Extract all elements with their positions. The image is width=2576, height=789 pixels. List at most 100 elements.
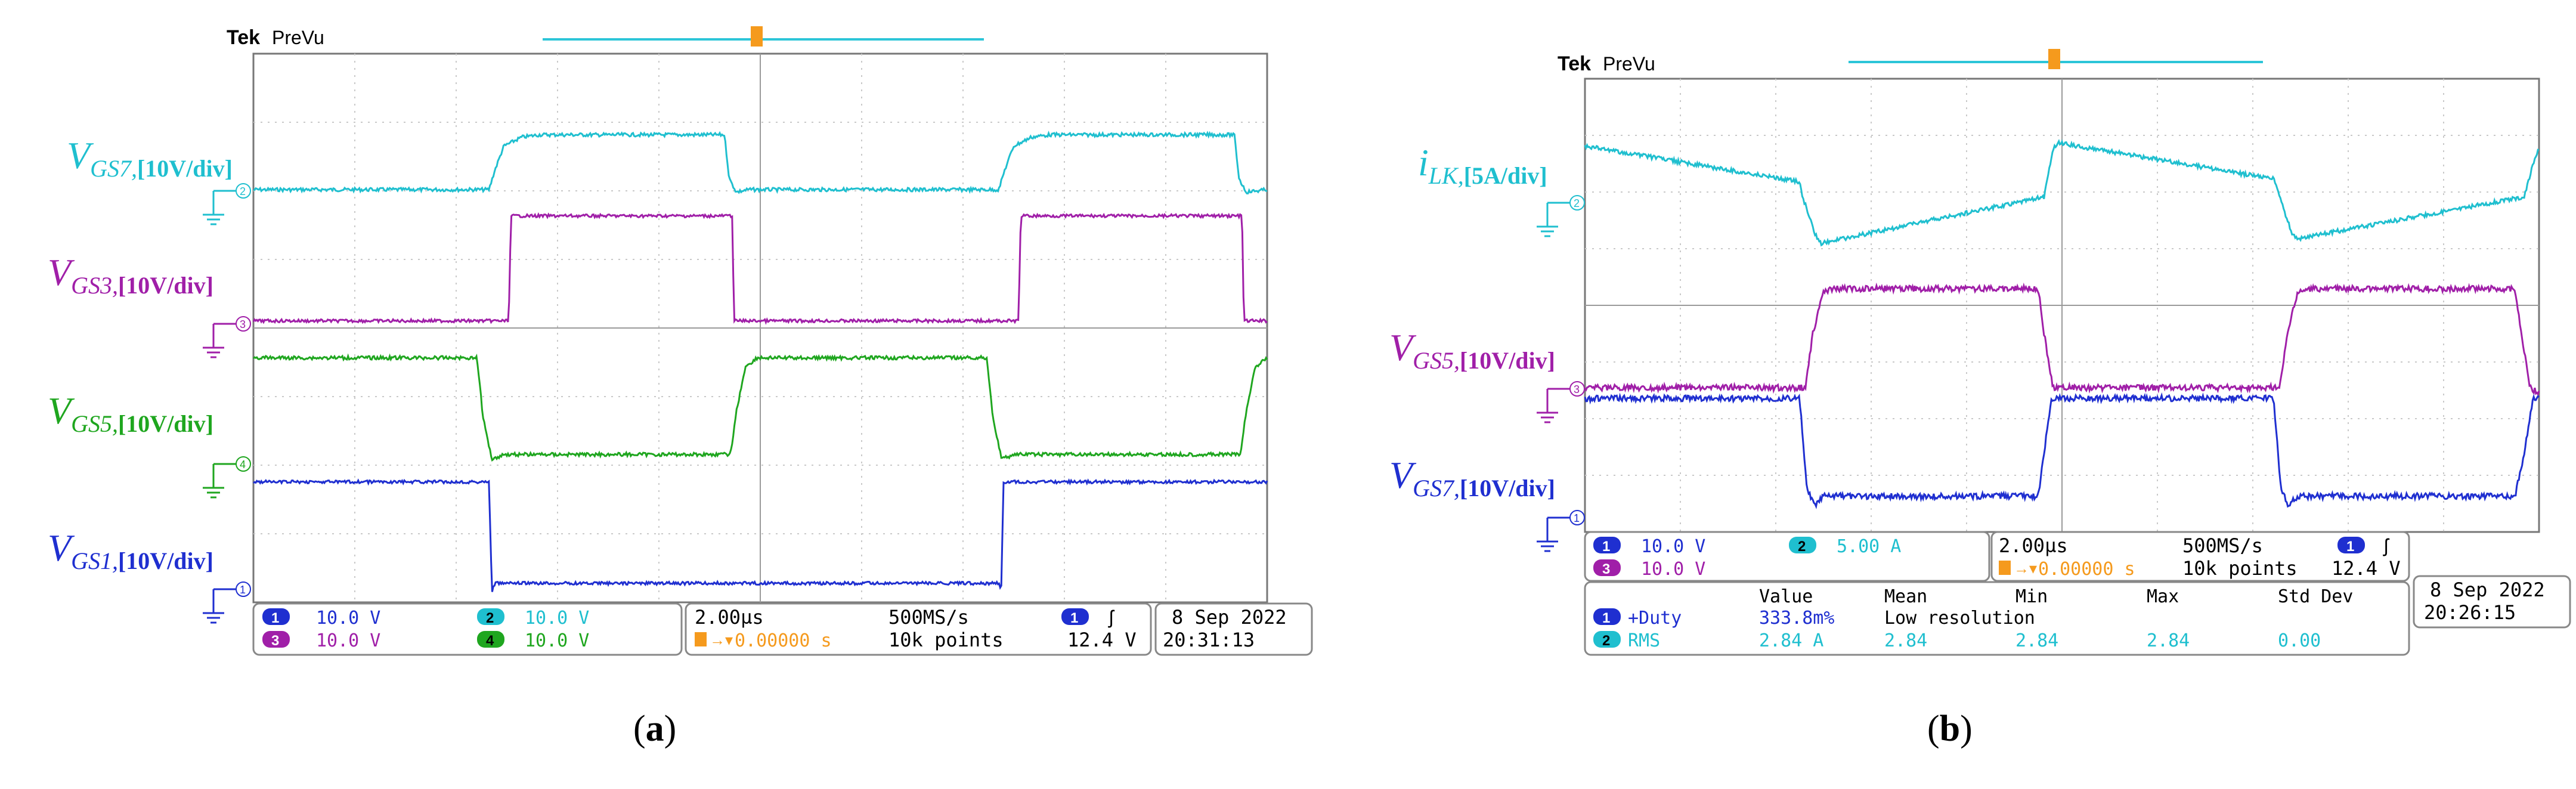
svg-text:2.84 A: 2.84 A [1759, 630, 1823, 651]
svg-text:→▾: →▾ [2014, 559, 2037, 577]
ground-marker-ch4: 4 [203, 456, 251, 499]
trace-vgs7 [1584, 392, 2540, 509]
svg-text:10.0 V: 10.0 V [316, 630, 380, 651]
svg-text:1: 1 [1070, 610, 1078, 626]
ground-marker-ch1: 1 [1537, 510, 1585, 552]
date: 8 Sep 2022 [1172, 606, 1287, 629]
traces [252, 131, 1268, 592]
status-bar: 1 10.0 V 2 5.00 A 3 10.0 V 2.00µs 500MS/… [1584, 531, 2571, 656]
trigger-source: 1 ʃ [2337, 535, 2390, 556]
sample-rate: 500MS/s [2182, 534, 2263, 557]
meas-row-rms: 2 RMS 2.84 A 2.84 2.84 2.84 0.00 [1593, 630, 2321, 651]
svg-text:10.0 V: 10.0 V [1641, 559, 1705, 580]
trigger-position: →▾ 0.00000 s [695, 630, 832, 651]
trace-vgs7 [253, 131, 1268, 194]
meas-row-duty: 1 +Duty 333.8m% Low resolution [1593, 608, 2035, 629]
svg-text:0.00: 0.00 [2278, 630, 2321, 651]
trace-ilk [1584, 139, 2540, 247]
svg-text:2: 2 [1574, 197, 1580, 209]
label-vgs3: VGS3,[10V/div] [48, 251, 213, 299]
ch1-scale: 1 10.0 V [1593, 536, 1705, 557]
measurement-table: Value Mean Min Max Std Dev 1 +Duty 333.8… [1593, 586, 2353, 651]
svg-text:4: 4 [486, 633, 494, 649]
svg-text:→▾: →▾ [710, 631, 733, 649]
trigger-source: 1 ʃ [1061, 607, 1115, 628]
svg-text:0.00000 s: 0.00000 s [735, 630, 832, 651]
record-length: 10k points [2182, 557, 2298, 580]
ch1-scale: 1 10.0 V [262, 608, 380, 629]
svg-text:VGS7,[10V/div]: VGS7,[10V/div] [1389, 454, 1555, 502]
svg-text:1: 1 [1574, 512, 1580, 524]
ground-markers: 2 3 1 [1537, 195, 1585, 552]
meas-header-mean: Mean [1884, 586, 1927, 607]
record-length: 10k points [888, 629, 1004, 651]
trace-vgs5 [1584, 282, 2540, 397]
date: 8 Sep 2022 [2430, 578, 2545, 601]
time: 20:26:15 [2424, 601, 2516, 624]
ground-marker-ch2: 2 [1537, 195, 1585, 237]
panel-a: Tek PreVu T VGS7,[10V/div] VGS3,[10V/div… [48, 26, 1313, 749]
scope-brand: Tek [227, 26, 260, 49]
svg-text:+Duty: +Duty [1628, 608, 1682, 629]
svg-text:1: 1 [2346, 539, 2354, 555]
svg-text:VGS7,[10V/div]: VGS7,[10V/div] [67, 134, 233, 182]
svg-text:iLK,[5A/div]: iLK,[5A/div] [1418, 141, 1547, 189]
svg-text:Low resolution: Low resolution [1884, 608, 2035, 629]
meas-header-max: Max [2147, 586, 2179, 607]
svg-text:RMS: RMS [1628, 630, 1660, 651]
ground-marker-ch3: 3 [203, 316, 251, 358]
trigger-level: 12.4 V [1067, 629, 1137, 651]
svg-text:2.84: 2.84 [2015, 630, 2058, 651]
scope-mode: PreVu [1603, 53, 1655, 75]
svg-text:2: 2 [1798, 539, 1806, 555]
svg-text:ʃ: ʃ [1108, 607, 1115, 628]
time: 20:31:13 [1163, 629, 1255, 651]
svg-text:5.00 A: 5.00 A [1837, 536, 1901, 557]
ch2-scale: 2 10.0 V [477, 608, 589, 629]
svg-text:10.0 V: 10.0 V [525, 630, 589, 651]
svg-text:3: 3 [271, 633, 279, 649]
svg-text:1: 1 [240, 584, 246, 596]
trace-vgs1 [253, 478, 1268, 592]
trace-vgs3 [252, 212, 1268, 325]
svg-text:0.00000 s: 0.00000 s [2038, 559, 2135, 580]
ground-marker-ch3: 3 [1537, 381, 1585, 423]
ch4-scale: 4 10.0 V [477, 630, 589, 651]
ch3-scale: 3 10.0 V [1593, 559, 1705, 580]
svg-text:4: 4 [240, 459, 246, 471]
trigger-position: →▾ 0.00000 s [1999, 559, 2135, 580]
trace-vgs5 [252, 353, 1268, 462]
label-ilk: iLK,[5A/div] [1418, 141, 1547, 189]
sample-rate: 500MS/s [888, 606, 969, 629]
svg-text:VGS5,[10V/div]: VGS5,[10V/div] [1389, 326, 1555, 374]
svg-text:2: 2 [1602, 633, 1610, 649]
svg-text:10.0 V: 10.0 V [525, 608, 589, 629]
svg-text:1: 1 [271, 610, 279, 626]
svg-text:2.84: 2.84 [2147, 630, 2190, 651]
scope-brand: Tek [1558, 52, 1591, 75]
meas-header-value: Value [1759, 586, 1813, 607]
trigger-level: 12.4 V [2332, 557, 2401, 580]
svg-text:VGS5,[10V/div]: VGS5,[10V/div] [48, 389, 213, 437]
panel-b: Tek PreVu T iLK,[5A/div] VGS5,[10V/div] … [1389, 49, 2571, 749]
label-vgs7: VGS7,[10V/div] [67, 134, 233, 182]
label-vgs7: VGS7,[10V/div] [1389, 454, 1555, 502]
timebase: 2.00µs [1999, 534, 2068, 557]
label-vgs1: VGS1,[10V/div] [48, 527, 213, 574]
svg-text:10.0 V: 10.0 V [1641, 536, 1705, 557]
svg-text:ʃ: ʃ [2383, 535, 2390, 556]
ground-marker-ch1: 1 [203, 581, 251, 624]
graticule-grid [1585, 79, 2539, 532]
svg-text:3: 3 [1574, 383, 1580, 395]
svg-text:VGS1,[10V/div]: VGS1,[10V/div] [48, 527, 213, 574]
status-bar: 1 10.0 V 2 10.0 V 3 10.0 V 4 10.0 V 2.00… [252, 602, 1313, 656]
scope-mode: PreVu [272, 27, 324, 48]
svg-text:2: 2 [240, 185, 246, 197]
svg-text:333.8m%: 333.8m% [1759, 608, 1834, 629]
ch2-scale: 2 5.00 A [1789, 536, 1901, 557]
timebase: 2.00µs [695, 606, 764, 629]
ground-marker-ch2: 2 [203, 183, 251, 225]
svg-text:2: 2 [486, 610, 494, 626]
label-vgs5: VGS5,[10V/div] [48, 389, 213, 437]
